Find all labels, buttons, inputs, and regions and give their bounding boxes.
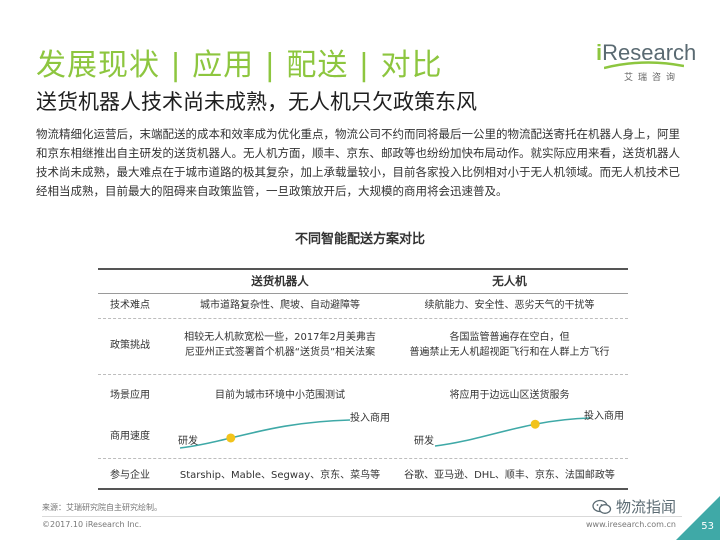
cell-scenario-robot: 目前为城市环境中小范围测试 bbox=[215, 390, 345, 401]
cell-policy-robot: 相较无人机款宽松一些，2017年2月美弗吉 尼亚州正式签署首个机器“送货员”相关… bbox=[175, 330, 385, 360]
logo-i: i bbox=[596, 40, 603, 65]
logo-chinese-name: 艾瑞咨询 bbox=[624, 73, 681, 83]
cell-policy-drone-line: 普遍禁止无人机超视距飞行和在人群上方飞行 bbox=[409, 347, 610, 358]
cell-tech-robot: 城市道路复杂性、爬坡、自动避障等 bbox=[200, 300, 360, 311]
table-top-rule bbox=[98, 268, 628, 270]
table-title: 不同智能配送方案对比 bbox=[294, 232, 425, 247]
speed-dot-robot bbox=[226, 433, 236, 443]
page-title: 发展现状 | 应用 | 配送 | 对比 bbox=[36, 48, 443, 83]
source-note: 来源：艾瑞研究院自主研究绘制。 bbox=[42, 503, 162, 512]
footer-divider bbox=[42, 516, 682, 517]
col-header-drone: 无人机 bbox=[492, 274, 527, 288]
website-url: www.iresearch.com.cn bbox=[586, 520, 676, 529]
speed-dot-drone bbox=[530, 419, 540, 429]
cell-scenario-drone: 将应用于边远山区送货服务 bbox=[449, 390, 570, 401]
col-header-robot: 送货机器人 bbox=[251, 274, 309, 288]
row-label-tech: 技术难点 bbox=[110, 300, 150, 311]
wechat-account-name: 物流指闻 bbox=[616, 498, 677, 516]
drone-end-label: 投入商用 bbox=[584, 411, 624, 422]
table-bottom-rule bbox=[98, 488, 628, 490]
robot-start-label: 研发 bbox=[178, 436, 198, 447]
speed-curve-robot-line bbox=[179, 419, 351, 449]
copyright: ©2017.10 iResearch Inc. bbox=[42, 520, 142, 529]
cell-policy-robot-line: 尼亚州正式签署首个机器“送货员”相关法案 bbox=[184, 347, 376, 358]
speed-curve-robot bbox=[179, 419, 351, 449]
row-label-speed: 商用速度 bbox=[110, 431, 150, 442]
wechat-watermark: 物流指闻 bbox=[592, 496, 676, 517]
cell-policy-drone: 各国监管普遍存在空白，但 普遍禁止无人机超视距飞行和在人群上方飞行 bbox=[392, 330, 627, 360]
page-subtitle: 送货机器人技术尚未成熟，无人机只欠政策东风 bbox=[36, 90, 477, 114]
row-divider bbox=[98, 318, 628, 319]
speed-curve-drone bbox=[434, 417, 591, 447]
corner-decoration bbox=[676, 496, 720, 540]
table-header-rule bbox=[98, 293, 628, 294]
row-divider bbox=[98, 374, 628, 375]
cell-companies-robot: Starship、Mable、Segway、京东、菜鸟等 bbox=[179, 470, 381, 481]
row-label-scenario: 场景应用 bbox=[110, 390, 150, 401]
row-label-policy: 政策挑战 bbox=[110, 340, 150, 351]
wechat-icon bbox=[592, 499, 612, 514]
cell-policy-drone-line: 各国监管普遍存在空白，但 bbox=[449, 332, 570, 343]
cell-policy-robot-line: 相较无人机款宽松一些，2017年2月美弗吉 bbox=[184, 332, 376, 343]
page-number: 53 bbox=[701, 521, 714, 532]
robot-end-label: 投入商用 bbox=[350, 413, 390, 424]
speed-curve-drone-line bbox=[434, 417, 591, 447]
logo-wordmark: iResearch bbox=[596, 40, 696, 66]
cell-tech-drone: 续航能力、安全性、恶劣天气的干扰等 bbox=[424, 300, 595, 311]
drone-start-label: 研发 bbox=[414, 436, 434, 447]
logo-swoosh-icon bbox=[604, 61, 684, 70]
logo-name: Research bbox=[602, 40, 697, 65]
cell-companies-drone: 谷歌、亚马逊、DHL、顺丰、京东、法国邮政等 bbox=[404, 470, 615, 481]
intro-paragraph: 物流精细化运营后，末端配送的成本和效率成为优化重点，物流公司不约而同将最后一公里… bbox=[36, 127, 680, 198]
row-label-companies: 参与企业 bbox=[110, 470, 150, 481]
row-divider bbox=[98, 458, 628, 459]
iresearch-logo: iResearch 艾瑞咨询 bbox=[596, 40, 696, 86]
